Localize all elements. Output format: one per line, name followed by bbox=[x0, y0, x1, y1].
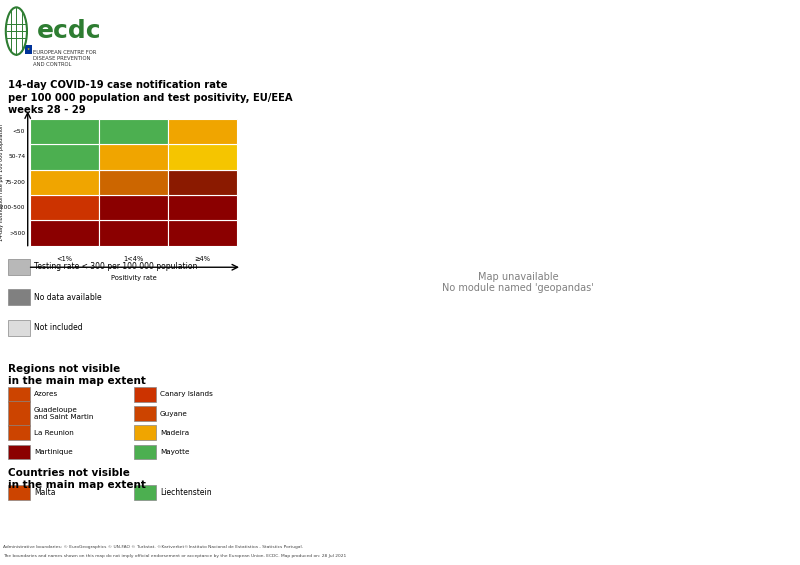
Text: 14-day COVID-19 case notification rate: 14-day COVID-19 case notification rate bbox=[7, 80, 227, 90]
Text: 14-day notification rate per 100 000 population: 14-day notification rate per 100 000 pop… bbox=[0, 124, 4, 241]
FancyBboxPatch shape bbox=[99, 119, 168, 144]
Text: per 100 000 population and test positivity, EU/EEA: per 100 000 population and test positivi… bbox=[7, 93, 292, 103]
FancyBboxPatch shape bbox=[7, 259, 30, 275]
FancyBboxPatch shape bbox=[7, 401, 30, 426]
Text: Countries not visible: Countries not visible bbox=[7, 468, 130, 478]
Text: in the main map extent: in the main map extent bbox=[7, 480, 146, 490]
Text: <50: <50 bbox=[13, 129, 26, 134]
Text: 1<4%: 1<4% bbox=[123, 256, 144, 262]
Text: Positivity rate: Positivity rate bbox=[110, 275, 157, 281]
FancyBboxPatch shape bbox=[30, 220, 99, 246]
Text: Administrative boundaries: © EuroGeographics © UN-FAO © Turkstat. ©Kartverket©In: Administrative boundaries: © EuroGeograp… bbox=[2, 545, 302, 549]
Text: The boundaries and names shown on this map do not imply official endorsement or : The boundaries and names shown on this m… bbox=[2, 554, 346, 558]
FancyBboxPatch shape bbox=[134, 387, 156, 402]
FancyBboxPatch shape bbox=[30, 144, 99, 169]
FancyBboxPatch shape bbox=[168, 170, 237, 195]
FancyBboxPatch shape bbox=[134, 425, 156, 440]
FancyBboxPatch shape bbox=[168, 220, 237, 246]
FancyBboxPatch shape bbox=[26, 45, 31, 54]
FancyBboxPatch shape bbox=[134, 485, 156, 500]
FancyBboxPatch shape bbox=[99, 220, 168, 246]
FancyBboxPatch shape bbox=[7, 320, 30, 336]
Text: ★: ★ bbox=[26, 47, 30, 51]
FancyBboxPatch shape bbox=[30, 119, 99, 144]
FancyBboxPatch shape bbox=[99, 170, 168, 195]
FancyBboxPatch shape bbox=[7, 289, 30, 305]
Text: ≥4%: ≥4% bbox=[194, 256, 210, 262]
Text: Regions not visible: Regions not visible bbox=[7, 364, 120, 374]
Text: Madeira: Madeira bbox=[160, 430, 189, 436]
FancyBboxPatch shape bbox=[7, 387, 30, 402]
FancyBboxPatch shape bbox=[134, 406, 156, 421]
Text: Martinique: Martinique bbox=[34, 449, 73, 455]
Text: >500: >500 bbox=[9, 231, 26, 236]
Text: Malta: Malta bbox=[34, 488, 55, 497]
Text: weeks 28 - 29: weeks 28 - 29 bbox=[7, 105, 85, 115]
Text: ecdc: ecdc bbox=[37, 19, 101, 42]
Text: 50-74: 50-74 bbox=[8, 154, 26, 159]
FancyBboxPatch shape bbox=[7, 485, 30, 500]
FancyBboxPatch shape bbox=[168, 119, 237, 144]
Text: No data available: No data available bbox=[34, 293, 102, 302]
FancyBboxPatch shape bbox=[99, 195, 168, 220]
FancyBboxPatch shape bbox=[99, 144, 168, 169]
Text: Mayotte: Mayotte bbox=[160, 449, 190, 455]
Text: >200-500: >200-500 bbox=[0, 205, 26, 210]
Text: EUROPEAN CENTRE FOR
DISEASE PREVENTION
AND CONTROL: EUROPEAN CENTRE FOR DISEASE PREVENTION A… bbox=[33, 50, 96, 67]
FancyBboxPatch shape bbox=[7, 445, 30, 459]
FancyBboxPatch shape bbox=[30, 170, 99, 195]
Text: Guadeloupe
and Saint Martin: Guadeloupe and Saint Martin bbox=[34, 407, 94, 420]
Text: Azores: Azores bbox=[34, 392, 58, 397]
FancyBboxPatch shape bbox=[30, 195, 99, 220]
Text: Testing rate < 300 per 100 000 population: Testing rate < 300 per 100 000 populatio… bbox=[34, 262, 198, 271]
Text: in the main map extent: in the main map extent bbox=[7, 376, 146, 386]
Text: Not included: Not included bbox=[34, 323, 82, 332]
Text: Liechtenstein: Liechtenstein bbox=[160, 488, 212, 497]
Text: Guyane: Guyane bbox=[160, 411, 188, 416]
Text: Canary Islands: Canary Islands bbox=[160, 392, 213, 397]
Text: 75-200: 75-200 bbox=[4, 180, 26, 185]
FancyBboxPatch shape bbox=[168, 195, 237, 220]
Text: <1%: <1% bbox=[57, 256, 73, 262]
FancyBboxPatch shape bbox=[7, 425, 30, 440]
Text: La Reunion: La Reunion bbox=[34, 430, 74, 436]
Text: Map unavailable
No module named 'geopandas': Map unavailable No module named 'geopand… bbox=[442, 272, 594, 293]
FancyBboxPatch shape bbox=[134, 445, 156, 459]
FancyBboxPatch shape bbox=[168, 144, 237, 169]
